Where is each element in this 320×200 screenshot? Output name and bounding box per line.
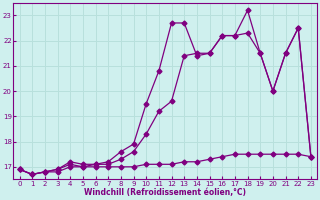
X-axis label: Windchill (Refroidissement éolien,°C): Windchill (Refroidissement éolien,°C) (84, 188, 246, 197)
